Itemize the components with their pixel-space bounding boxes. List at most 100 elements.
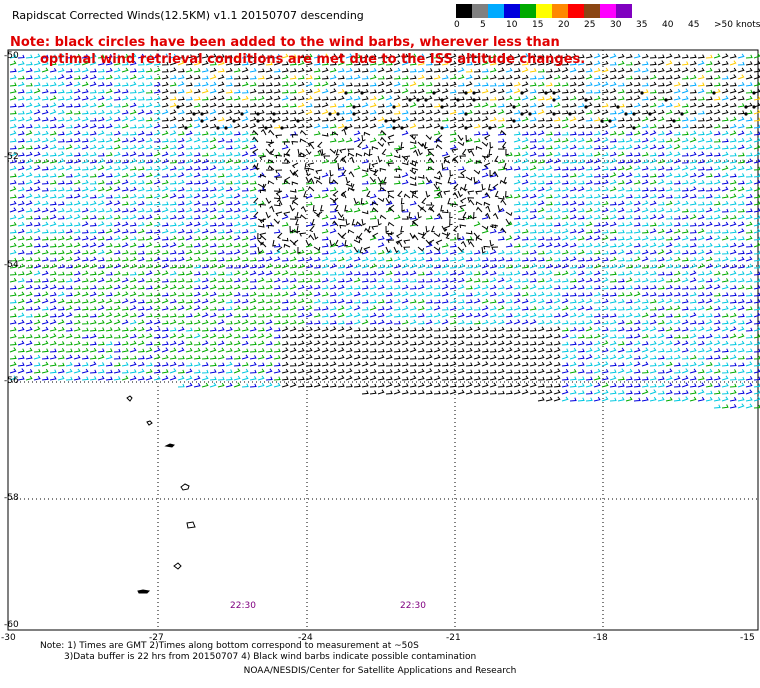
wind-barb <box>281 326 289 332</box>
wind-barb <box>681 180 689 185</box>
wind-barb <box>681 270 689 276</box>
wind-barb <box>529 131 537 136</box>
wind-barb <box>673 299 681 304</box>
wind-barb <box>9 292 17 297</box>
wind-barb <box>497 333 505 339</box>
wind-barb <box>347 152 355 157</box>
wind-barb <box>449 264 457 269</box>
wind-barb <box>289 117 297 122</box>
wind-barb <box>657 96 665 101</box>
wind-barb <box>409 249 417 255</box>
wind-barb <box>297 263 305 269</box>
wind-barb <box>681 368 689 374</box>
wind-barb <box>105 284 113 290</box>
wind-barb <box>273 88 281 94</box>
wind-barb <box>281 313 289 318</box>
wind-barb <box>25 215 33 220</box>
quality-flag-circle <box>184 126 188 130</box>
wind-barb <box>609 369 617 374</box>
wind-barb <box>217 95 225 101</box>
wind-barb <box>473 179 481 185</box>
wind-barb <box>417 53 425 59</box>
wind-barb <box>129 207 137 213</box>
wind-barb <box>377 299 385 304</box>
wind-barb <box>25 284 33 290</box>
wind-barb <box>489 319 497 325</box>
wind-barb <box>729 403 737 409</box>
wind-barb <box>393 306 401 311</box>
wind-barb <box>193 215 201 220</box>
wind-barb <box>459 204 467 210</box>
wind-barb <box>57 362 65 367</box>
wind-barb <box>252 136 259 143</box>
wind-barb <box>89 285 97 290</box>
wind-barb <box>501 141 507 149</box>
wind-barb <box>425 225 430 233</box>
wind-barb <box>201 75 209 80</box>
wind-barb <box>193 256 201 262</box>
wind-barb <box>593 187 601 192</box>
wind-barb <box>177 319 185 325</box>
wind-barb <box>145 250 153 255</box>
wind-barb <box>33 341 41 346</box>
wind-barb <box>569 67 577 73</box>
wind-barb <box>649 299 657 304</box>
wind-barb <box>313 355 321 360</box>
wind-barb <box>641 173 649 178</box>
wind-barb <box>705 298 713 304</box>
wind-barb <box>137 361 145 367</box>
wind-barb <box>681 396 689 402</box>
wind-barb <box>281 82 289 87</box>
wind-barb <box>113 348 121 353</box>
wind-barb <box>297 102 305 108</box>
wind-barb <box>393 320 401 325</box>
wind-barb <box>380 129 387 136</box>
wind-barb <box>337 256 345 262</box>
wind-barb <box>153 341 161 346</box>
wind-barb <box>593 53 601 59</box>
wind-barb <box>161 250 169 255</box>
wind-barb <box>49 54 57 59</box>
wind-barb <box>353 68 361 73</box>
wind-barb <box>129 236 137 241</box>
wind-barb <box>553 368 561 374</box>
wind-barb <box>425 271 433 276</box>
wind-barb <box>641 179 649 185</box>
wind-barb <box>321 228 329 234</box>
wind-barb <box>497 264 505 269</box>
wind-barb <box>121 61 129 66</box>
wind-barb <box>321 271 329 276</box>
map-title: Rapidscat Corrected Winds(12.5KM) v1.1 2… <box>12 9 364 22</box>
wind-barb <box>233 165 241 171</box>
wind-barb <box>321 81 329 87</box>
wind-barb <box>161 117 169 122</box>
wind-barb <box>129 340 137 346</box>
wind-barb <box>673 369 681 374</box>
wind-barb <box>304 162 308 170</box>
wind-barb <box>153 151 161 157</box>
wind-barb <box>561 256 569 262</box>
wind-barb <box>441 334 449 339</box>
wind-barb <box>721 396 729 402</box>
wind-barb <box>121 229 129 234</box>
wind-barb <box>403 155 411 160</box>
wind-barb <box>49 130 57 136</box>
wind-barb <box>313 284 321 290</box>
wind-barb <box>721 355 729 360</box>
wind-barb <box>193 264 201 269</box>
wind-barb <box>425 361 433 367</box>
wind-barb <box>521 179 529 185</box>
wind-barb <box>289 284 297 290</box>
wind-barb <box>521 250 529 255</box>
wind-barb <box>273 277 281 283</box>
wind-barb <box>281 144 289 150</box>
wind-barb <box>625 81 633 87</box>
wind-barb <box>585 117 593 122</box>
wind-barb <box>657 369 665 374</box>
wind-barb <box>593 291 601 297</box>
wind-barb <box>209 222 217 227</box>
wind-barb <box>729 347 737 353</box>
wind-barb <box>465 74 473 80</box>
wind-barb <box>201 235 209 241</box>
wind-barb <box>681 95 689 101</box>
